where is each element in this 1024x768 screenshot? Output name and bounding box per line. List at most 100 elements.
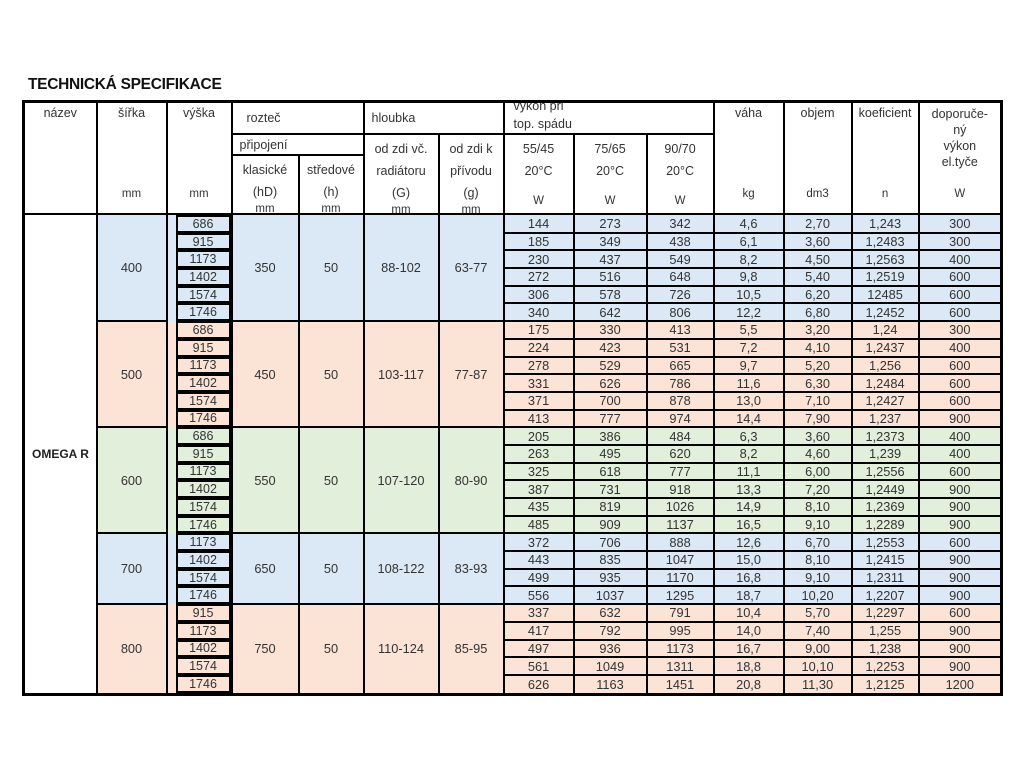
coefficient-cell: 1,2483 [850,231,920,252]
unit-7565: W [604,195,616,207]
recommended-power-cell: 300 [917,320,1003,340]
unit-stredove: mm [321,203,341,214]
power-5545-cell: 205 [502,426,575,446]
header-stredove: středové (h) mm [297,154,365,215]
recommended-power-cell: 400 [917,337,1003,358]
power-9070-cell: 786 [645,373,715,393]
height-box: 1574 [175,391,231,410]
power-9070-cell: 806 [645,302,715,323]
recommended-power-cell: 600 [917,390,1003,411]
table-row: 1574 499 935 1170 16,8 9,10 1,2311 900 [24,567,1003,588]
spec-table-body: OMEGA R 400 686 350 50 88-102 63-77 144 273 342 4,… [22,212,1003,696]
coefficient-cell: 12485 [850,284,920,305]
volume-cell: 6,00 [782,461,853,482]
classic-pitch-cell: 350 [230,212,300,323]
volume-cell: 4,10 [782,337,853,358]
power-7565-cell: 731 [572,479,648,499]
volume-cell: 8,10 [782,550,853,570]
power-7565-cell: 330 [572,320,648,340]
unit-odzdi-radiatoru: mm [391,204,411,214]
table-row: 1402 272 516 648 9,8 5,40 1,2519 600 [24,267,1003,287]
height-cell: 1173 [166,462,232,481]
power-9070-cell: 342 [645,213,715,234]
unit-vyska: mm [189,188,209,200]
volume-cell: 6,70 [782,532,853,553]
power-7565-cell: 423 [572,337,648,358]
power-7565-cell: 516 [572,267,648,287]
power-9070-cell: 777 [645,461,715,482]
power-9070-cell: 620 [645,443,715,464]
height-cell: 1746 [166,674,232,695]
power-5545-cell: 435 [502,497,575,517]
height-box: 686 [175,427,231,445]
coefficient-cell: 1,255 [850,620,920,641]
header-vyska-label: výška [183,106,215,120]
power-9070-cell: 1311 [645,656,715,676]
height-cell: 915 [166,444,232,463]
page-title: TECHNICKÁ SPECIFIKACE [28,76,222,93]
power-9070-cell: 413 [645,320,715,340]
weight-cell: 4,6 [712,213,785,234]
spec-table-header: název šířka mm výška mm [22,100,1003,215]
recommended-power-cell: 900 [917,550,1003,570]
table-row: 1574 435 819 1026 14,9 8,10 1,2369 900 [24,497,1003,517]
weight-cell: 9,7 [712,355,785,376]
weight-cell: 13,0 [712,390,785,411]
power-9070-cell: 549 [645,249,715,270]
weight-cell: 5,5 [712,320,785,340]
power-5545-cell: 497 [502,638,575,659]
coefficient-cell: 1,2519 [850,267,920,287]
unit-koeficient: n [881,188,889,200]
unit-klasicke: mm [255,203,275,214]
coefficient-cell: 1,2563 [850,249,920,270]
width-cell: 500 [95,320,168,429]
power-9070-cell: 1047 [645,550,715,570]
height-box: 1574 [175,498,231,516]
height-box: 1402 [175,480,231,498]
power-5545-cell: 387 [502,479,575,499]
weight-cell: 12,2 [712,302,785,323]
coefficient-cell: 1,2427 [850,390,920,411]
header-temp-7565: 75/65 20°C W [572,133,648,215]
header-nazev: název [22,100,98,215]
central-pitch-cell: 50 [297,212,365,323]
coefficient-cell: 1,2253 [850,656,920,676]
volume-cell: 2,70 [782,213,853,234]
height-cell: 1402 [166,374,232,392]
height-box: 1173 [175,356,231,375]
header-odzdi-radiatoru: od zdi vč. radiátoru (G) mm [362,133,440,215]
volume-cell: 11,30 [782,673,853,696]
recommended-power-cell: 300 [917,231,1003,252]
power-9070-cell: 665 [645,355,715,376]
height-box: 1173 [175,250,231,269]
height-box: 1746 [175,515,231,534]
power-5545-cell: 306 [502,284,575,305]
height-cell: 1402 [166,268,232,286]
height-cell: 1173 [166,621,232,640]
height-box: 1402 [175,374,231,392]
table-row: 1173 325 618 777 11,1 6,00 1,2556 600 [24,461,1003,482]
power-5545-cell: 499 [502,567,575,588]
volume-cell: 9,10 [782,514,853,535]
table-row: 1402 331 626 786 11,6 6,30 1,2484 600 [24,373,1003,393]
height-cell: 1746 [166,303,232,322]
recommended-power-cell: 900 [917,514,1003,535]
recommended-power-cell: 600 [917,284,1003,305]
recommended-power-cell: 900 [917,656,1003,676]
height-cell: 1402 [166,551,232,569]
power-9070-cell: 878 [645,390,715,411]
power-7565-cell: 626 [572,373,648,393]
height-cell: 1173 [166,356,232,375]
height-cell: 1173 [166,250,232,269]
weight-cell: 15,0 [712,550,785,570]
depth-g-cell: 108-122 [362,532,440,606]
table-row: 1746 626 1163 1451 20,8 11,30 1,2125 1200 [24,673,1003,696]
coefficient-cell: 1,2207 [850,585,920,606]
header-doporuceny: doporuče- ný výkon el.tyče W [917,100,1003,215]
weight-cell: 18,7 [712,585,785,606]
recommended-power-cell: 600 [917,302,1003,323]
depth-g-cell: 88-102 [362,212,440,323]
height-cell: 1574 [166,285,232,304]
volume-cell: 3,20 [782,320,853,340]
header-vaha-label: váha [734,106,763,120]
